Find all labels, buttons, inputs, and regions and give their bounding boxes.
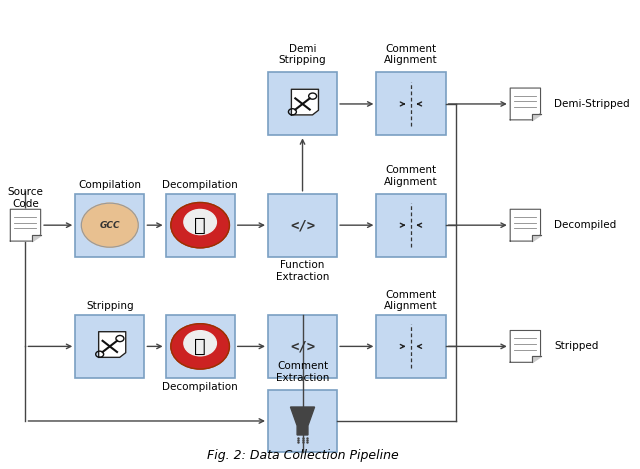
- Text: Demi-Stripped: Demi-Stripped: [554, 99, 630, 109]
- Text: 🐉: 🐉: [195, 337, 206, 356]
- Text: Stripping: Stripping: [86, 301, 134, 311]
- FancyBboxPatch shape: [268, 73, 337, 136]
- Text: Stripped: Stripped: [554, 341, 598, 351]
- Text: Source
Code: Source Code: [8, 188, 44, 209]
- FancyBboxPatch shape: [376, 73, 445, 136]
- Circle shape: [184, 331, 216, 356]
- Circle shape: [171, 203, 229, 248]
- FancyBboxPatch shape: [376, 315, 445, 378]
- Polygon shape: [510, 331, 541, 363]
- Circle shape: [184, 210, 216, 234]
- Circle shape: [81, 203, 138, 247]
- Text: Comment
Alignment: Comment Alignment: [384, 289, 438, 311]
- FancyBboxPatch shape: [166, 194, 235, 257]
- Polygon shape: [291, 407, 315, 435]
- Text: Comment
Alignment: Comment Alignment: [384, 44, 438, 66]
- FancyBboxPatch shape: [166, 315, 235, 378]
- FancyBboxPatch shape: [75, 315, 145, 378]
- Polygon shape: [10, 209, 41, 241]
- Text: Fig. 2: Data Collection Pipeline: Fig. 2: Data Collection Pipeline: [207, 449, 398, 462]
- Text: Demi
Stripping: Demi Stripping: [278, 44, 326, 66]
- FancyBboxPatch shape: [75, 194, 145, 257]
- Text: 🐉: 🐉: [195, 216, 206, 234]
- Text: Comment
Alignment: Comment Alignment: [384, 165, 438, 187]
- Polygon shape: [510, 88, 541, 120]
- Polygon shape: [532, 113, 541, 120]
- Text: </>: </>: [290, 218, 315, 232]
- Text: Compilation: Compilation: [78, 180, 141, 190]
- Text: Decompiled: Decompiled: [554, 220, 616, 230]
- Polygon shape: [99, 332, 125, 357]
- Polygon shape: [532, 234, 541, 241]
- FancyBboxPatch shape: [268, 390, 337, 453]
- Polygon shape: [33, 234, 41, 241]
- Text: GCC: GCC: [99, 221, 120, 230]
- FancyBboxPatch shape: [268, 315, 337, 378]
- Polygon shape: [510, 209, 541, 241]
- Text: Decompilation: Decompilation: [163, 382, 238, 392]
- Text: Function
Extraction: Function Extraction: [276, 260, 329, 282]
- Polygon shape: [532, 356, 541, 363]
- Circle shape: [171, 324, 229, 369]
- Text: </>: </>: [290, 340, 315, 354]
- Text: Comment
Extraction: Comment Extraction: [276, 361, 329, 383]
- FancyBboxPatch shape: [268, 194, 337, 257]
- Polygon shape: [291, 89, 319, 115]
- FancyBboxPatch shape: [376, 194, 445, 257]
- Text: Decompilation: Decompilation: [163, 180, 238, 190]
